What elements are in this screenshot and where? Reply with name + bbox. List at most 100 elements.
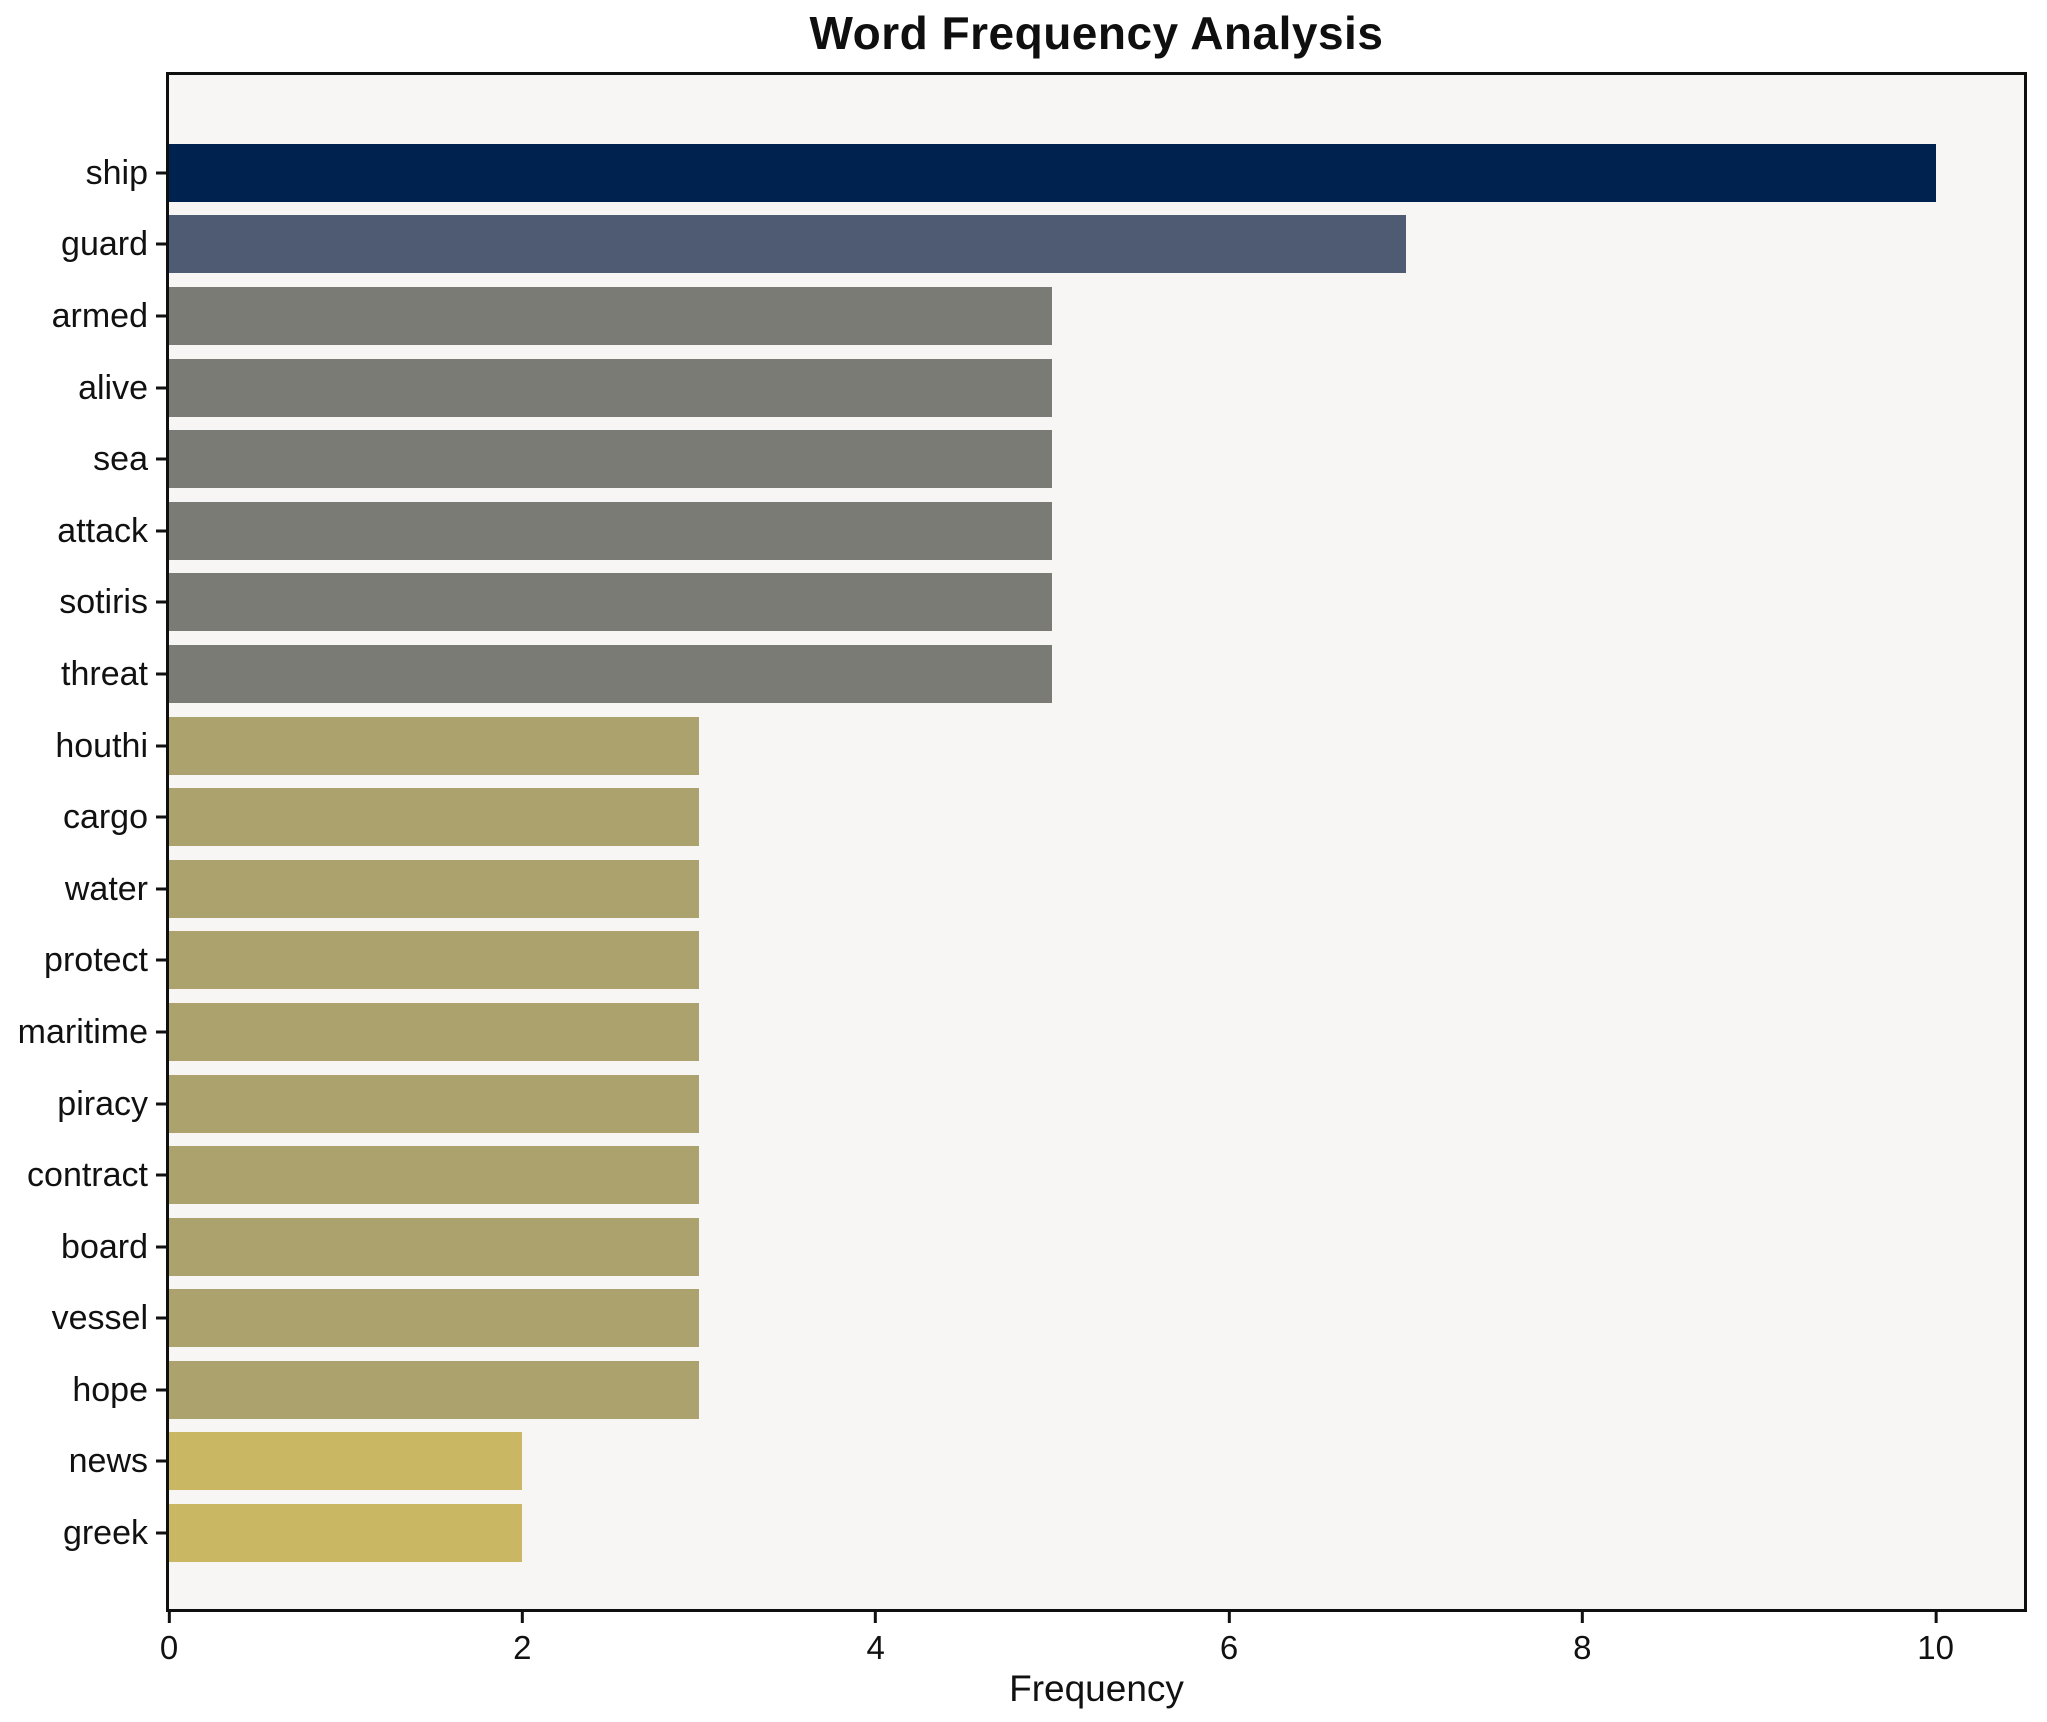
y-tick-mark (156, 457, 166, 461)
y-tick-label: armed (51, 296, 148, 335)
y-tick-label: cargo (62, 798, 148, 837)
y-tick-mark (156, 1173, 166, 1177)
bar-threat (169, 644, 1053, 703)
y-tick-label: contract (27, 1156, 148, 1195)
y-tick-mark (156, 529, 166, 533)
bar-ship (169, 143, 1936, 202)
bar-row: news (69, 1426, 2024, 1498)
bar-piracy (169, 1074, 699, 1133)
bar-greek (169, 1504, 523, 1563)
y-tick-label: sea (93, 440, 148, 479)
y-tick-mark (156, 314, 166, 318)
y-tick-label: maritime (17, 1012, 148, 1051)
bar-row: maritime (18, 996, 2024, 1068)
y-tick-mark (156, 1531, 166, 1535)
plot-area: ship guard armed alive sea attack sotiris threa… (18, 72, 2027, 1612)
x-tick: 10 (1917, 1612, 1954, 1664)
bar-row: sotiris (59, 567, 2024, 639)
x-tick-mark (520, 1612, 524, 1623)
y-tick-mark (156, 744, 166, 748)
bar-row: sea (93, 423, 2024, 495)
y-tick-label: guard (61, 225, 148, 264)
y-tick-mark (156, 1245, 166, 1249)
x-tick-label: 0 (159, 1629, 179, 1666)
bars-container: ship guard armed alive sea attack sotiris threa… (18, 75, 2024, 1609)
y-tick-label: board (61, 1227, 148, 1266)
x-tick-mark (1934, 1612, 1938, 1623)
y-tick-label: threat (61, 654, 148, 693)
y-tick-mark (156, 600, 166, 604)
bar-hope (169, 1360, 699, 1419)
bar-row: protect (44, 925, 2024, 997)
bar-guard (169, 215, 1406, 274)
y-tick-mark (156, 386, 166, 390)
bar-row: hope (72, 1354, 2024, 1426)
x-tick-label: 10 (1917, 1629, 1955, 1666)
y-tick-mark (156, 1388, 166, 1392)
bar-alive (169, 358, 1053, 417)
bar-vessel (169, 1289, 699, 1348)
y-tick-label: attack (57, 511, 148, 550)
y-tick-label: vessel (51, 1299, 148, 1338)
y-tick-label: water (64, 869, 148, 908)
bar-row: threat (61, 638, 2024, 710)
bar-cargo (169, 788, 699, 847)
bar-row: water (65, 853, 2024, 925)
x-tick: 4 (866, 1612, 885, 1666)
y-tick-mark (156, 171, 166, 175)
bar-row: attack (57, 495, 2024, 567)
y-tick-label: ship (85, 153, 148, 192)
y-tick-label: hope (72, 1370, 148, 1409)
y-tick-mark (156, 1459, 166, 1463)
x-tick-label: 2 (513, 1629, 532, 1666)
bar-attack (169, 501, 1053, 560)
bar-row: armed (52, 280, 2024, 352)
x-tick-label: 6 (1219, 1629, 1239, 1666)
bar-maritime (169, 1002, 699, 1061)
bar-row: greek (63, 1497, 2024, 1569)
bar-board (169, 1217, 699, 1276)
bar-row: alive (78, 352, 2024, 424)
y-tick-label: alive (78, 368, 148, 407)
x-tick-mark (1580, 1612, 1584, 1623)
y-tick-mark (156, 1102, 166, 1106)
y-tick-label: sotiris (59, 583, 148, 622)
y-tick-label: greek (62, 1514, 148, 1553)
y-tick-label: protect (44, 941, 148, 980)
y-tick-mark (156, 887, 166, 891)
y-tick-label: houthi (55, 726, 148, 765)
x-axis-ticks: 0 2 4 6 8 10 (160, 1612, 2024, 1672)
bar-row: contract (27, 1139, 2024, 1211)
bar-sea (169, 430, 1053, 489)
x-tick-label: 4 (866, 1629, 885, 1666)
x-tick-mark (874, 1612, 878, 1623)
x-tick: 0 (160, 1612, 178, 1664)
y-tick-mark (156, 242, 166, 246)
x-axis-label: Frequency (1009, 1668, 1184, 1709)
x-tick-label: 8 (1573, 1629, 1592, 1666)
bar-row: houthi (55, 710, 2024, 782)
bar-row: board (61, 1211, 2024, 1283)
bar-news (169, 1432, 523, 1491)
bar-water (169, 859, 699, 918)
x-tick-mark (167, 1612, 171, 1623)
x-tick-mark (1227, 1612, 1231, 1623)
x-tick: 2 (513, 1612, 532, 1666)
y-tick-label: news (68, 1442, 148, 1481)
bar-row: cargo (63, 781, 2024, 853)
bar-contract (169, 1146, 699, 1205)
y-tick-mark (156, 958, 166, 962)
bar-row: vessel (52, 1283, 2024, 1355)
bar-houthi (169, 716, 699, 775)
chart-title: Word Frequency Analysis (809, 7, 1384, 59)
x-tick: 6 (1220, 1612, 1238, 1664)
bar-row: guard (61, 209, 2024, 281)
bar-armed (169, 286, 1053, 345)
x-tick: 8 (1573, 1612, 1592, 1666)
y-tick-mark (156, 672, 166, 676)
bar-protect (169, 931, 699, 990)
bar-row: ship (86, 137, 2024, 209)
y-tick-label: piracy (57, 1084, 148, 1123)
y-tick-mark (156, 1030, 166, 1034)
